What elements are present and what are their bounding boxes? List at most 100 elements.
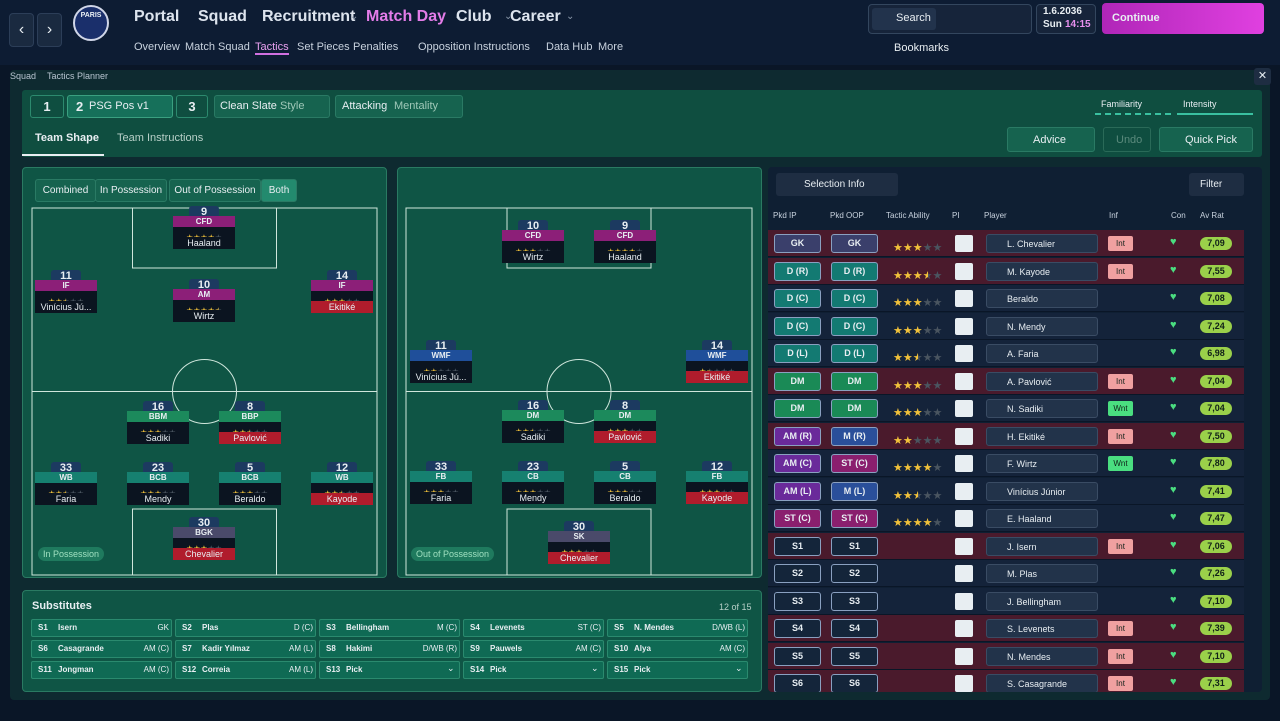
sub-slot[interactable] xyxy=(319,640,460,658)
sub-slot[interactable] xyxy=(463,619,604,637)
sub-slot[interactable] xyxy=(463,661,604,679)
player-dropdown[interactable]: N. Mendy xyxy=(986,316,1098,336)
sub-slot[interactable] xyxy=(319,619,460,637)
player-name[interactable]: Ekitiké xyxy=(311,301,373,313)
menu-item[interactable]: Match Day xyxy=(366,8,447,25)
menu-item[interactable]: Career xyxy=(510,8,561,25)
player-dropdown[interactable]: M. Plas xyxy=(986,564,1098,583)
submenu-item[interactable]: Penalties xyxy=(353,41,399,53)
pi-button[interactable] xyxy=(955,565,973,582)
pkd-ip[interactable]: S3 xyxy=(774,591,821,611)
pkd-ip[interactable]: DM xyxy=(774,399,821,418)
pkd-ip[interactable]: D (C) xyxy=(774,289,821,308)
player-dropdown[interactable]: Beraldo xyxy=(986,289,1098,308)
sub-slot[interactable] xyxy=(607,619,748,637)
player-name[interactable]: Wirtz xyxy=(502,251,564,263)
pkd-oop[interactable]: M (R) xyxy=(831,426,878,446)
player-name[interactable]: Kayode xyxy=(686,492,748,504)
player-name[interactable]: Kayode xyxy=(311,493,373,505)
player-name[interactable]: Mendy xyxy=(127,493,189,505)
player-name[interactable]: Faria xyxy=(410,492,472,504)
player-dropdown[interactable]: J. Bellingham xyxy=(986,591,1098,611)
close-button[interactable]: ✕ xyxy=(1254,68,1271,85)
action-button[interactable]: Undo xyxy=(1103,127,1151,152)
sub-slot[interactable] xyxy=(607,640,748,658)
search-button[interactable]: Search xyxy=(872,8,936,30)
pkd-ip[interactable]: S4 xyxy=(774,619,821,638)
player-name[interactable]: Sadiki xyxy=(127,432,189,444)
pi-button[interactable] xyxy=(955,482,973,500)
submenu-item[interactable]: More xyxy=(598,41,624,53)
pkd-oop[interactable]: S4 xyxy=(831,619,878,638)
tab[interactable]: Team Shape xyxy=(22,126,104,156)
submenu-item[interactable]: Set Pieces xyxy=(297,41,350,53)
pkd-oop[interactable]: S5 xyxy=(831,646,878,666)
sub-slot[interactable] xyxy=(175,640,316,658)
submenu-item[interactable]: Match Squad xyxy=(185,41,250,53)
pi-button[interactable] xyxy=(955,400,973,417)
player-dropdown[interactable]: E. Haaland xyxy=(986,509,1098,528)
sub-slot[interactable] xyxy=(463,640,604,658)
forward-button[interactable]: › xyxy=(37,13,62,47)
mentality-dropdown[interactable] xyxy=(335,95,463,118)
player-dropdown[interactable]: S. Casagrande xyxy=(986,674,1098,692)
pkd-ip[interactable]: S1 xyxy=(774,536,821,556)
style-dropdown[interactable] xyxy=(214,95,330,118)
action-button[interactable]: Quick Pick xyxy=(1159,127,1253,152)
slot[interactable] xyxy=(67,95,173,118)
pkd-ip[interactable]: D (C) xyxy=(774,316,821,336)
pkd-oop[interactable]: ST (C) xyxy=(831,454,878,473)
pi-button[interactable] xyxy=(955,262,973,280)
pkd-ip[interactable]: GK xyxy=(774,234,821,253)
view-mode[interactable]: Combined xyxy=(35,179,96,202)
bookmarks[interactable]: Bookmarks xyxy=(894,42,950,54)
sub-slot[interactable] xyxy=(31,640,172,658)
menu-item[interactable]: Recruitment xyxy=(262,8,356,25)
action-button[interactable]: Advice xyxy=(1007,127,1095,152)
sub-slot[interactable] xyxy=(175,661,316,679)
pkd-oop[interactable]: D (L) xyxy=(831,344,878,363)
player-name[interactable]: Beraldo xyxy=(594,492,656,504)
player-name[interactable]: Vinícius Jú... xyxy=(410,371,472,383)
pkd-ip[interactable]: DM xyxy=(774,371,821,391)
pkd-ip[interactable]: AM (L) xyxy=(774,481,821,501)
back-button[interactable]: ‹ xyxy=(9,13,34,47)
pi-button[interactable] xyxy=(955,372,973,390)
submenu-item[interactable]: Opposition Instructions xyxy=(418,41,530,53)
submenu-item[interactable]: Data Hub xyxy=(546,41,593,53)
pkd-oop[interactable]: S1 xyxy=(831,536,878,556)
pi-button[interactable] xyxy=(955,427,973,445)
player-dropdown[interactable]: Vinícius Júnior xyxy=(986,481,1098,501)
submenu-item[interactable]: Tactics xyxy=(255,41,289,55)
player-name[interactable]: Chevalier xyxy=(173,548,235,560)
player-name[interactable]: Haaland xyxy=(173,237,235,249)
pkd-ip[interactable]: D (R) xyxy=(774,261,821,281)
player-dropdown[interactable]: N. Mendes xyxy=(986,646,1098,666)
player-dropdown[interactable]: J. Isern xyxy=(986,536,1098,556)
pkd-oop[interactable]: DM xyxy=(831,371,878,391)
player-dropdown[interactable]: L. Chevalier xyxy=(986,234,1098,253)
slot[interactable]: 3 xyxy=(176,95,208,118)
player-dropdown[interactable]: F. Wirtz xyxy=(986,454,1098,473)
player-dropdown[interactable]: M. Kayode xyxy=(986,261,1098,281)
pkd-ip[interactable]: AM (R) xyxy=(774,426,821,446)
view-mode[interactable]: Both xyxy=(261,179,297,202)
pkd-oop[interactable]: ST (C) xyxy=(831,509,878,528)
player-name[interactable]: Pavlović xyxy=(219,432,281,444)
pkd-ip[interactable]: S2 xyxy=(774,564,821,583)
pkd-oop[interactable]: S2 xyxy=(831,564,878,583)
sub-slot[interactable] xyxy=(607,661,748,679)
player-dropdown[interactable]: H. Ekitiké xyxy=(986,426,1098,446)
pi-button[interactable] xyxy=(955,290,973,307)
pi-button[interactable] xyxy=(955,235,973,252)
player-name[interactable]: Faria xyxy=(35,493,97,505)
pi-button[interactable] xyxy=(955,675,973,692)
slot[interactable]: 1 xyxy=(30,95,64,118)
pi-button[interactable] xyxy=(955,345,973,362)
player-name[interactable]: Beraldo xyxy=(219,493,281,505)
pi-button[interactable] xyxy=(955,317,973,335)
player-name[interactable]: Pavlović xyxy=(594,431,656,443)
pkd-ip[interactable]: D (L) xyxy=(774,344,821,363)
pkd-ip[interactable]: AM (C) xyxy=(774,454,821,473)
player-name[interactable]: Sadiki xyxy=(502,431,564,443)
